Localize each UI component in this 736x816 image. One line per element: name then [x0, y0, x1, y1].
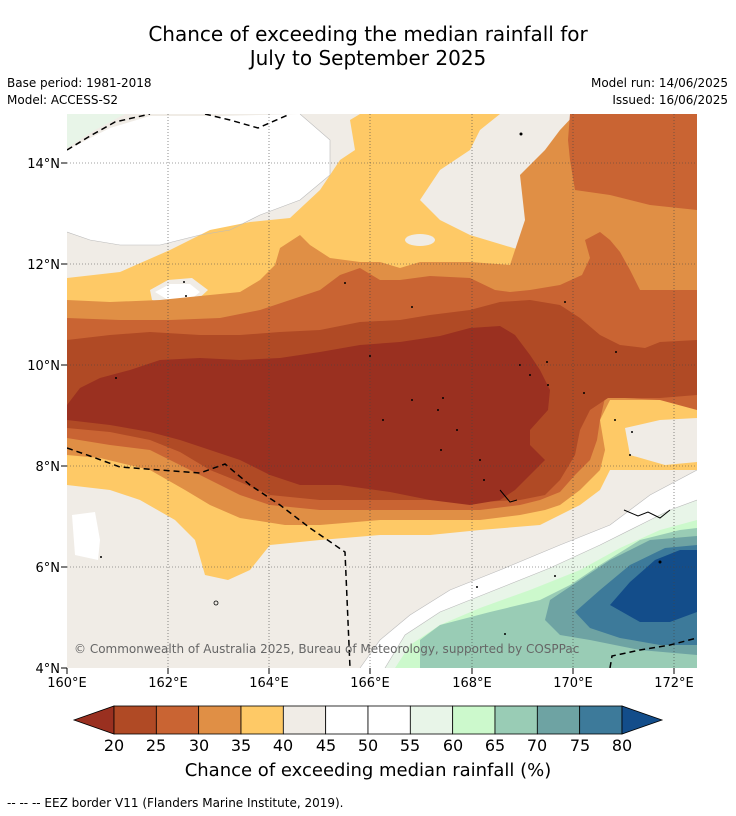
lat-label-6: 6°N — [36, 561, 61, 576]
hole-12n-167e-small — [405, 234, 435, 246]
model-label: Model: ACCESS-S2 — [7, 93, 119, 107]
cb-tick-75: 75 — [569, 736, 591, 755]
region-above-80 — [610, 550, 697, 622]
region-below-20 — [67, 326, 550, 505]
cb-tick-40: 40 — [272, 736, 294, 755]
cb-tick-65: 65 — [484, 736, 506, 755]
lon-label-160: 160°E — [47, 676, 87, 691]
colorbar-bin — [113, 705, 157, 735]
lat-label-14: 14°N — [27, 157, 60, 172]
title-line-2: July to September 2025 — [249, 46, 487, 70]
lon-label-166: 166°E — [350, 676, 390, 691]
hole-12n-163e — [155, 284, 200, 300]
lat-label-4: 4°N — [36, 662, 61, 677]
title-line-1: Chance of exceeding the median rainfall … — [148, 22, 588, 46]
axis-ticks — [61, 162, 675, 674]
lat-label-12: 12°N — [27, 258, 60, 273]
colorbar-bin — [536, 705, 581, 735]
colorbar-high-arrow — [621, 705, 664, 735]
colorbar-bin — [198, 705, 242, 735]
colorbar-low-arrow — [72, 705, 115, 735]
cb-tick-35: 35 — [230, 736, 252, 755]
colorbar — [72, 705, 664, 735]
colorbar-bin — [494, 705, 538, 735]
lat-label-10: 10°N — [27, 359, 60, 374]
lon-label-172: 172°E — [654, 676, 694, 691]
region-25-30-northeast — [568, 114, 697, 210]
region-white-west — [72, 512, 100, 560]
cb-tick-60: 60 — [442, 736, 464, 755]
region-60-65-northwest-corner — [67, 114, 125, 148]
contour-line-1 — [359, 469, 697, 668]
model-run-label: Model run: 14/06/2025 — [590, 76, 728, 90]
issued-label: Issued: 16/06/2025 — [612, 93, 728, 107]
colorbar-bin — [155, 705, 200, 735]
colorbar-bin — [452, 705, 496, 735]
cb-tick-50: 50 — [357, 736, 379, 755]
lon-label-164: 164°E — [249, 676, 289, 691]
eez-border — [67, 114, 697, 668]
region-white-northwest — [67, 114, 330, 245]
base-period-label: Base period: 1981-2018 — [7, 76, 152, 90]
colorbar-bin — [282, 705, 327, 735]
colorbar-bin — [579, 705, 623, 735]
cb-tick-70: 70 — [526, 736, 548, 755]
lon-label-170: 170°E — [553, 676, 593, 691]
hole-8n-171e — [625, 418, 697, 465]
island-dots — [100, 132, 671, 635]
cb-tick-55: 55 — [399, 736, 421, 755]
lon-label-168: 168°E — [452, 676, 492, 691]
rainfall-map — [67, 114, 697, 668]
cb-tick-25: 25 — [145, 736, 167, 755]
cb-tick-30: 30 — [188, 736, 210, 755]
contour-line-3 — [67, 114, 331, 246]
colorbar-bin — [409, 705, 454, 735]
cb-tick-20: 20 — [103, 736, 125, 755]
gridlines — [67, 114, 697, 668]
copyright-text: © Commonwealth of Australia 2025, Bureau… — [74, 642, 579, 656]
eez-footnote: -- -- -- EEZ border V11 (Flanders Marine… — [7, 796, 344, 810]
lat-label-8: 8°N — [36, 460, 61, 475]
cb-tick-80: 80 — [611, 736, 633, 755]
colorbar-title: Chance of exceeding median rainfall (%) — [184, 760, 552, 781]
contour-line-2 — [384, 499, 697, 668]
colorbar-bin — [325, 705, 369, 735]
colorbar-bin — [367, 705, 411, 735]
colorbar-bin — [240, 705, 284, 735]
lon-label-162: 162°E — [148, 676, 188, 691]
cb-tick-45: 45 — [315, 736, 337, 755]
